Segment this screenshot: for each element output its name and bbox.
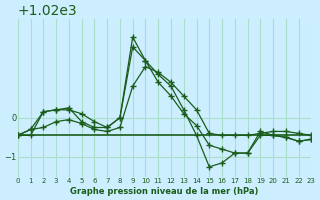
X-axis label: Graphe pression niveau de la mer (hPa): Graphe pression niveau de la mer (hPa) [70, 187, 259, 196]
